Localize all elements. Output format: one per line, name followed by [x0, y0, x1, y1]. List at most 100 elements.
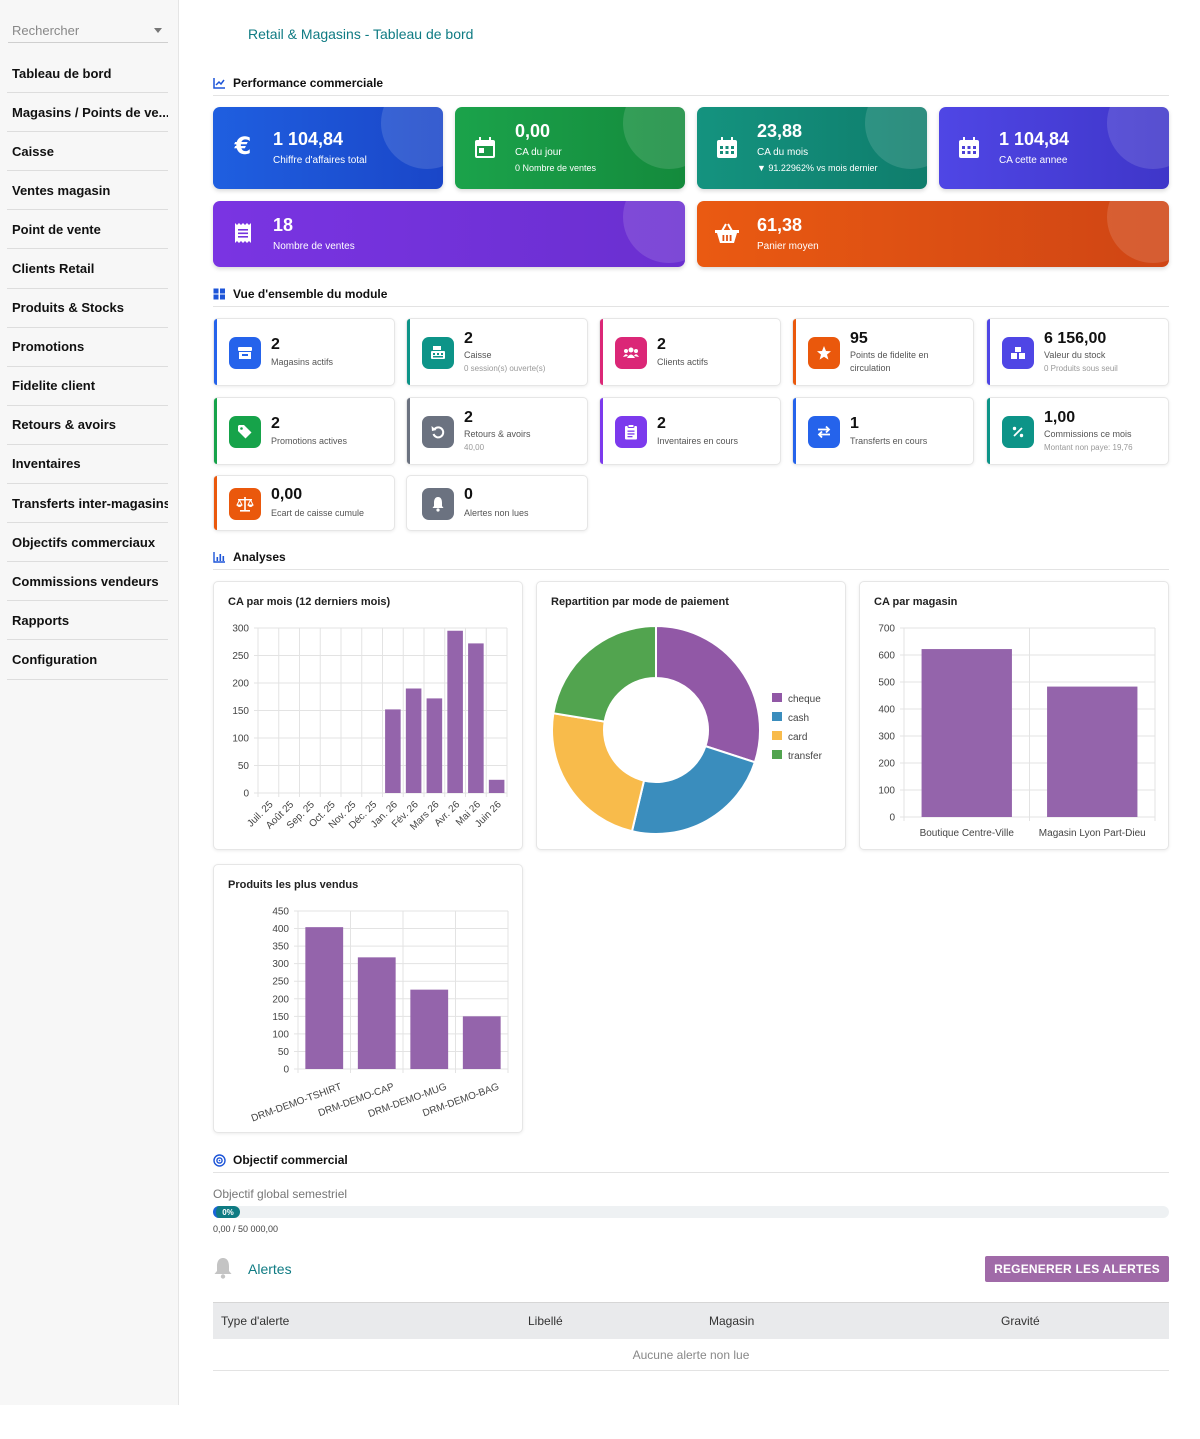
module-label: Magasins actifs — [271, 357, 334, 367]
y-tick-label: 0 — [889, 813, 895, 824]
module-card-stock[interactable]: 6 156,00 Valeur du stock 0 Produits sous… — [986, 318, 1169, 386]
module-card-ecart-caisse[interactable]: 0,00 Ecart de caisse cumule — [213, 475, 395, 531]
section-analyses: Analyses — [213, 550, 1169, 570]
column-header-libelle[interactable]: Libellé — [528, 1314, 563, 1328]
module-card-inventaires[interactable]: 2 Inventaires en cours — [599, 397, 781, 465]
y-tick-label: 400 — [878, 705, 895, 716]
y-tick-label: 200 — [232, 679, 249, 690]
kpi-value: 0,00 — [515, 121, 551, 141]
legend-label: transfer — [788, 751, 823, 762]
module-card-retours[interactable]: 2 Retours & avoirs 40,00 — [406, 397, 588, 465]
regenerate-alerts-button[interactable]: REGENERER LES ALERTES — [985, 1256, 1169, 1282]
sidebar-item-tableau-de-bord[interactable]: Tableau de bord — [7, 54, 168, 94]
kpi-label: Chiffre d'affaires total — [273, 155, 367, 166]
kpi-ca-jour: 0,00 CA du jour 0 Nombre de ventes — [455, 107, 685, 189]
bar — [447, 630, 463, 793]
sidebar-item-caisse[interactable]: Caisse — [7, 132, 168, 172]
bar — [426, 698, 443, 793]
clipboard-icon — [615, 416, 647, 448]
y-tick-label: 200 — [878, 759, 895, 770]
legend-label: card — [788, 732, 807, 743]
y-tick-label: 100 — [232, 734, 249, 745]
scale-icon — [229, 488, 261, 520]
sidebar-item-promotions[interactable]: Promotions — [7, 328, 168, 367]
y-tick-label: 700 — [878, 624, 895, 635]
sidebar-item-magasins[interactable]: Magasins / Points de ve... — [7, 93, 168, 133]
objective-progress-track — [213, 1206, 1169, 1218]
module-label: Clients actifs — [657, 357, 709, 367]
module-card-magasins[interactable]: 2 Magasins actifs — [213, 318, 395, 386]
module-label: Inventaires en cours — [657, 436, 739, 446]
sidebar-item-fidelite-client[interactable]: Fidelite client — [7, 367, 168, 406]
bell-icon — [214, 1258, 232, 1279]
module-value: 95 — [850, 330, 868, 347]
sidebar-item-inventaires[interactable]: Inventaires — [7, 445, 168, 485]
module-label: Points de fidelite en circulation — [850, 350, 929, 373]
kpi-panier-moyen: 61,38 Panier moyen — [697, 201, 1169, 267]
bar — [385, 709, 401, 793]
module-card-clients[interactable]: 2 Clients actifs — [599, 318, 781, 386]
module-label: Commissions ce mois — [1044, 429, 1132, 439]
y-tick-label: 100 — [272, 1029, 289, 1040]
objective-label: Objectif global semestriel — [213, 1187, 348, 1201]
x-tick-label: Magasin Lyon Part-Dieu — [1039, 828, 1146, 839]
module-sub: 0 session(s) ouverte(s) — [464, 364, 546, 373]
sidebar: Rechercher Tableau de bord Magasins / Po… — [0, 0, 179, 1405]
search-select[interactable]: Rechercher — [8, 20, 168, 43]
objective-progress-bar: 0% — [213, 1206, 240, 1218]
sidebar-item-commissions[interactable]: Commissions vendeurs — [7, 562, 168, 602]
sidebar-item-retours-avoirs[interactable]: Retours & avoirs — [7, 406, 168, 445]
y-tick-label: 500 — [878, 678, 895, 689]
kpi-value: 1 104,84 — [273, 129, 344, 149]
sidebar-item-clients-retail[interactable]: Clients Retail — [7, 249, 168, 289]
sidebar-item-ventes-magasin[interactable]: Ventes magasin — [7, 171, 168, 211]
module-value: 2 — [271, 415, 280, 432]
bar — [462, 1016, 501, 1069]
sidebar-item-rapports[interactable]: Rapports — [7, 601, 168, 641]
module-value: 0 — [464, 486, 473, 503]
target-icon — [213, 1154, 226, 1167]
legend-swatch — [772, 712, 782, 721]
kpi-nombre-ventes: 18 Nombre de ventes — [213, 201, 685, 267]
module-card-promotions[interactable]: 2 Promotions actives — [213, 397, 395, 465]
module-card-caisse[interactable]: 2 Caisse 0 session(s) ouverte(s) — [406, 318, 588, 386]
column-header-gravite[interactable]: Gravité — [1001, 1314, 1040, 1328]
section-objective: Objectif commercial — [213, 1153, 1169, 1173]
kpi-ca-annee: 1 104,84 CA cette annee — [939, 107, 1169, 189]
chart-produits: 0 50 100 150 200 250 300 350 400 450 DRM-DEMO-TSHI… — [250, 907, 509, 1124]
kpi-value: 18 — [273, 215, 294, 235]
calendar-month-icon — [717, 137, 737, 158]
sidebar-item-configuration[interactable]: Configuration — [7, 640, 168, 680]
sidebar-item-objectifs[interactable]: Objectifs commerciaux — [7, 523, 168, 563]
objective-amount: 0,00 / 50 000,00 — [213, 1224, 279, 1234]
module-card-commissions[interactable]: 1,00 Commissions ce mois Montant non pay… — [986, 397, 1169, 465]
module-card-transferts[interactable]: 1 Transferts en cours — [792, 397, 974, 465]
y-tick-label: 250 — [232, 651, 249, 662]
kpi-ca-total: € 1 104,84 Chiffre d'affaires total — [213, 107, 443, 189]
module-card-fidelite[interactable]: 95 Points de fidelite en circulation — [792, 318, 974, 386]
y-tick-label: 100 — [878, 786, 895, 797]
grid-icon — [213, 288, 225, 300]
alerts-table-header: Type d'alerte Libellé Magasin Gravité — [213, 1302, 1169, 1339]
module-value: 6 156,00 — [1044, 330, 1107, 347]
basket-icon — [715, 223, 739, 243]
sidebar-item-produits-stocks[interactable]: Produits & Stocks — [7, 289, 168, 328]
column-header-type[interactable]: Type d'alerte — [221, 1314, 290, 1328]
kpi-label: CA du mois — [757, 147, 809, 158]
column-header-magasin[interactable]: Magasin — [709, 1314, 755, 1328]
y-tick-label: 250 — [272, 977, 289, 988]
euro-icon: € — [234, 135, 252, 157]
transfer-icon — [808, 416, 840, 448]
bar — [1047, 686, 1138, 817]
kpi-value: 61,38 — [757, 215, 803, 235]
sidebar-item-point-de-vente[interactable]: Point de vente — [7, 210, 168, 250]
module-value: 2 — [464, 409, 473, 426]
module-card-alertes[interactable]: 0 Alertes non lues — [406, 475, 588, 531]
chart-ca-magasin: 0 100 200 300 400 500 600 700 Boutique Centre-Vi… — [878, 624, 1156, 839]
alerts-title: Alertes — [248, 1261, 292, 1277]
kpi-label: Panier moyen — [757, 241, 819, 252]
module-sub: Montant non paye: 19,76 — [1044, 443, 1133, 452]
sidebar-item-transferts[interactable]: Transferts inter-magasins — [7, 484, 168, 524]
chart-title: Repartition par mode de paiement — [551, 596, 729, 608]
search-placeholder: Rechercher — [12, 23, 80, 38]
